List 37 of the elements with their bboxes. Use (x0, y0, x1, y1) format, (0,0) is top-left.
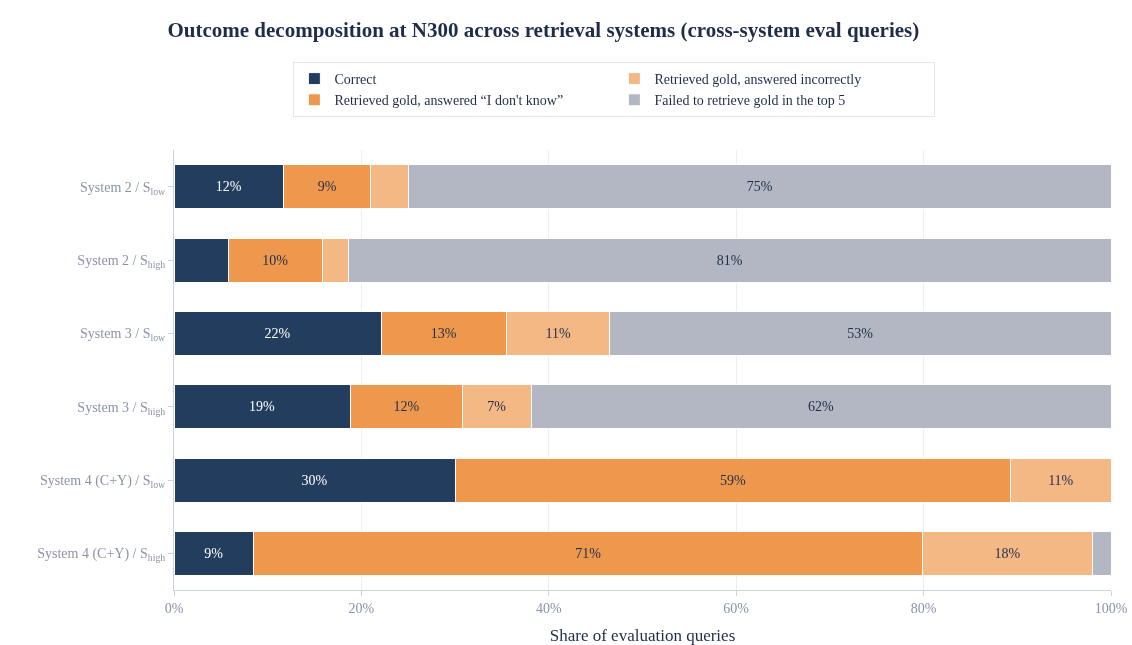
x-tick-label: 20% (348, 600, 375, 616)
x-tick-label: 80% (910, 600, 937, 616)
y-tick-label: System 2 / S$_{low}$ (80, 179, 167, 197)
data-label: 53% (847, 325, 874, 341)
data-label: 75% (746, 179, 773, 195)
x-tick-label: 0% (164, 600, 184, 616)
y-tick-label: System 2 / S$_{high}$ (77, 252, 166, 270)
data-label: 22% (264, 325, 291, 341)
legend-label: Correct (334, 72, 377, 88)
x-axis-title: Share of evaluation queries (549, 626, 736, 645)
data-label: 12% (393, 399, 420, 415)
y-tick-label: System 4 (C+Y) / S$_{low}$ (39, 472, 167, 490)
data-label: 81% (716, 252, 743, 268)
x-tick-label: 40% (535, 600, 562, 616)
data-label: 11% (545, 325, 571, 341)
data-label: 10% (262, 252, 289, 268)
data-label: 59% (719, 472, 746, 488)
x-tick-label: 100% (1094, 600, 1128, 616)
data-label: 71% (575, 545, 602, 561)
legend-label: Failed to retrieve gold in the top 5 (654, 93, 846, 109)
data-label: 18% (994, 545, 1021, 561)
data-label: 9% (204, 545, 224, 561)
data-label: 19% (249, 399, 276, 415)
y-tick-label: System 3 / S$_{high}$ (77, 399, 166, 417)
y-tick-label: System 3 / S$_{low}$ (80, 326, 167, 344)
y-tick-label: System 4 (C+Y) / S$_{high}$ (37, 546, 166, 564)
legend-label: Retrieved gold, answered incorrectly (654, 72, 862, 88)
data-label: 7% (487, 399, 507, 415)
data-label: 62% (808, 399, 834, 415)
data-label: 11% (1048, 472, 1074, 488)
x-tick-label: 60% (723, 600, 750, 616)
data-label: 13% (430, 325, 457, 341)
legend-label: Retrieved gold, answered “I don't know” (334, 93, 564, 109)
data-label: 30% (301, 472, 328, 488)
data-label: 9% (317, 179, 337, 195)
data-label: 12% (215, 179, 242, 195)
chart-title: Outcome decomposition at N300 across retrieval systems (cross-system eval queries) (167, 18, 920, 43)
